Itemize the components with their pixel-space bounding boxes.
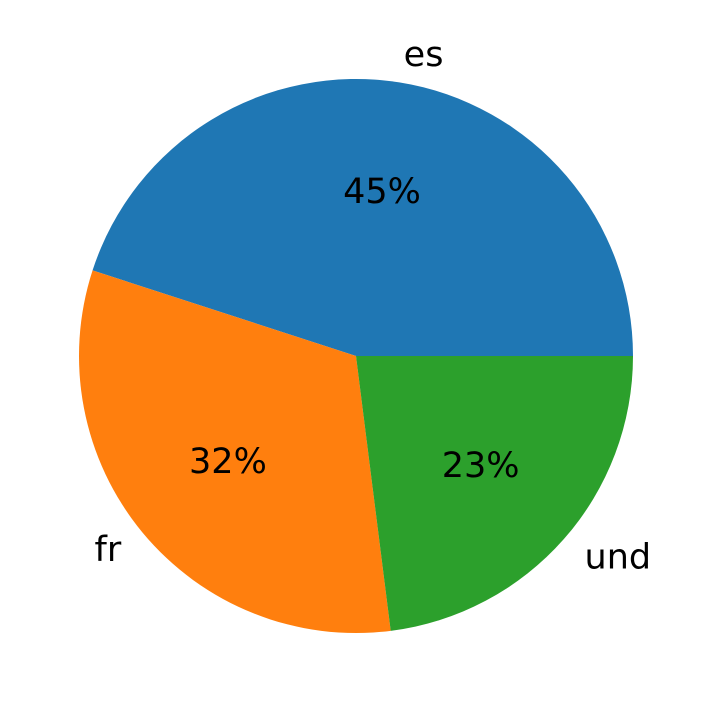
- percent-label-fr: 32%: [189, 442, 267, 482]
- pie-slice-es: [92, 79, 633, 356]
- percent-label-es: 45%: [343, 172, 421, 212]
- percent-label-und: 23%: [442, 446, 520, 486]
- pie-slice-und: [356, 356, 633, 631]
- pie-slice-fr: [78, 270, 391, 633]
- pie-slices: [78, 79, 633, 633]
- category-label-fr: fr: [95, 530, 122, 570]
- percent-labels: 45% 32% 23%: [189, 172, 520, 486]
- category-label-es: es: [404, 35, 444, 75]
- category-labels: es fr und: [95, 35, 652, 577]
- category-label-und: und: [585, 538, 652, 578]
